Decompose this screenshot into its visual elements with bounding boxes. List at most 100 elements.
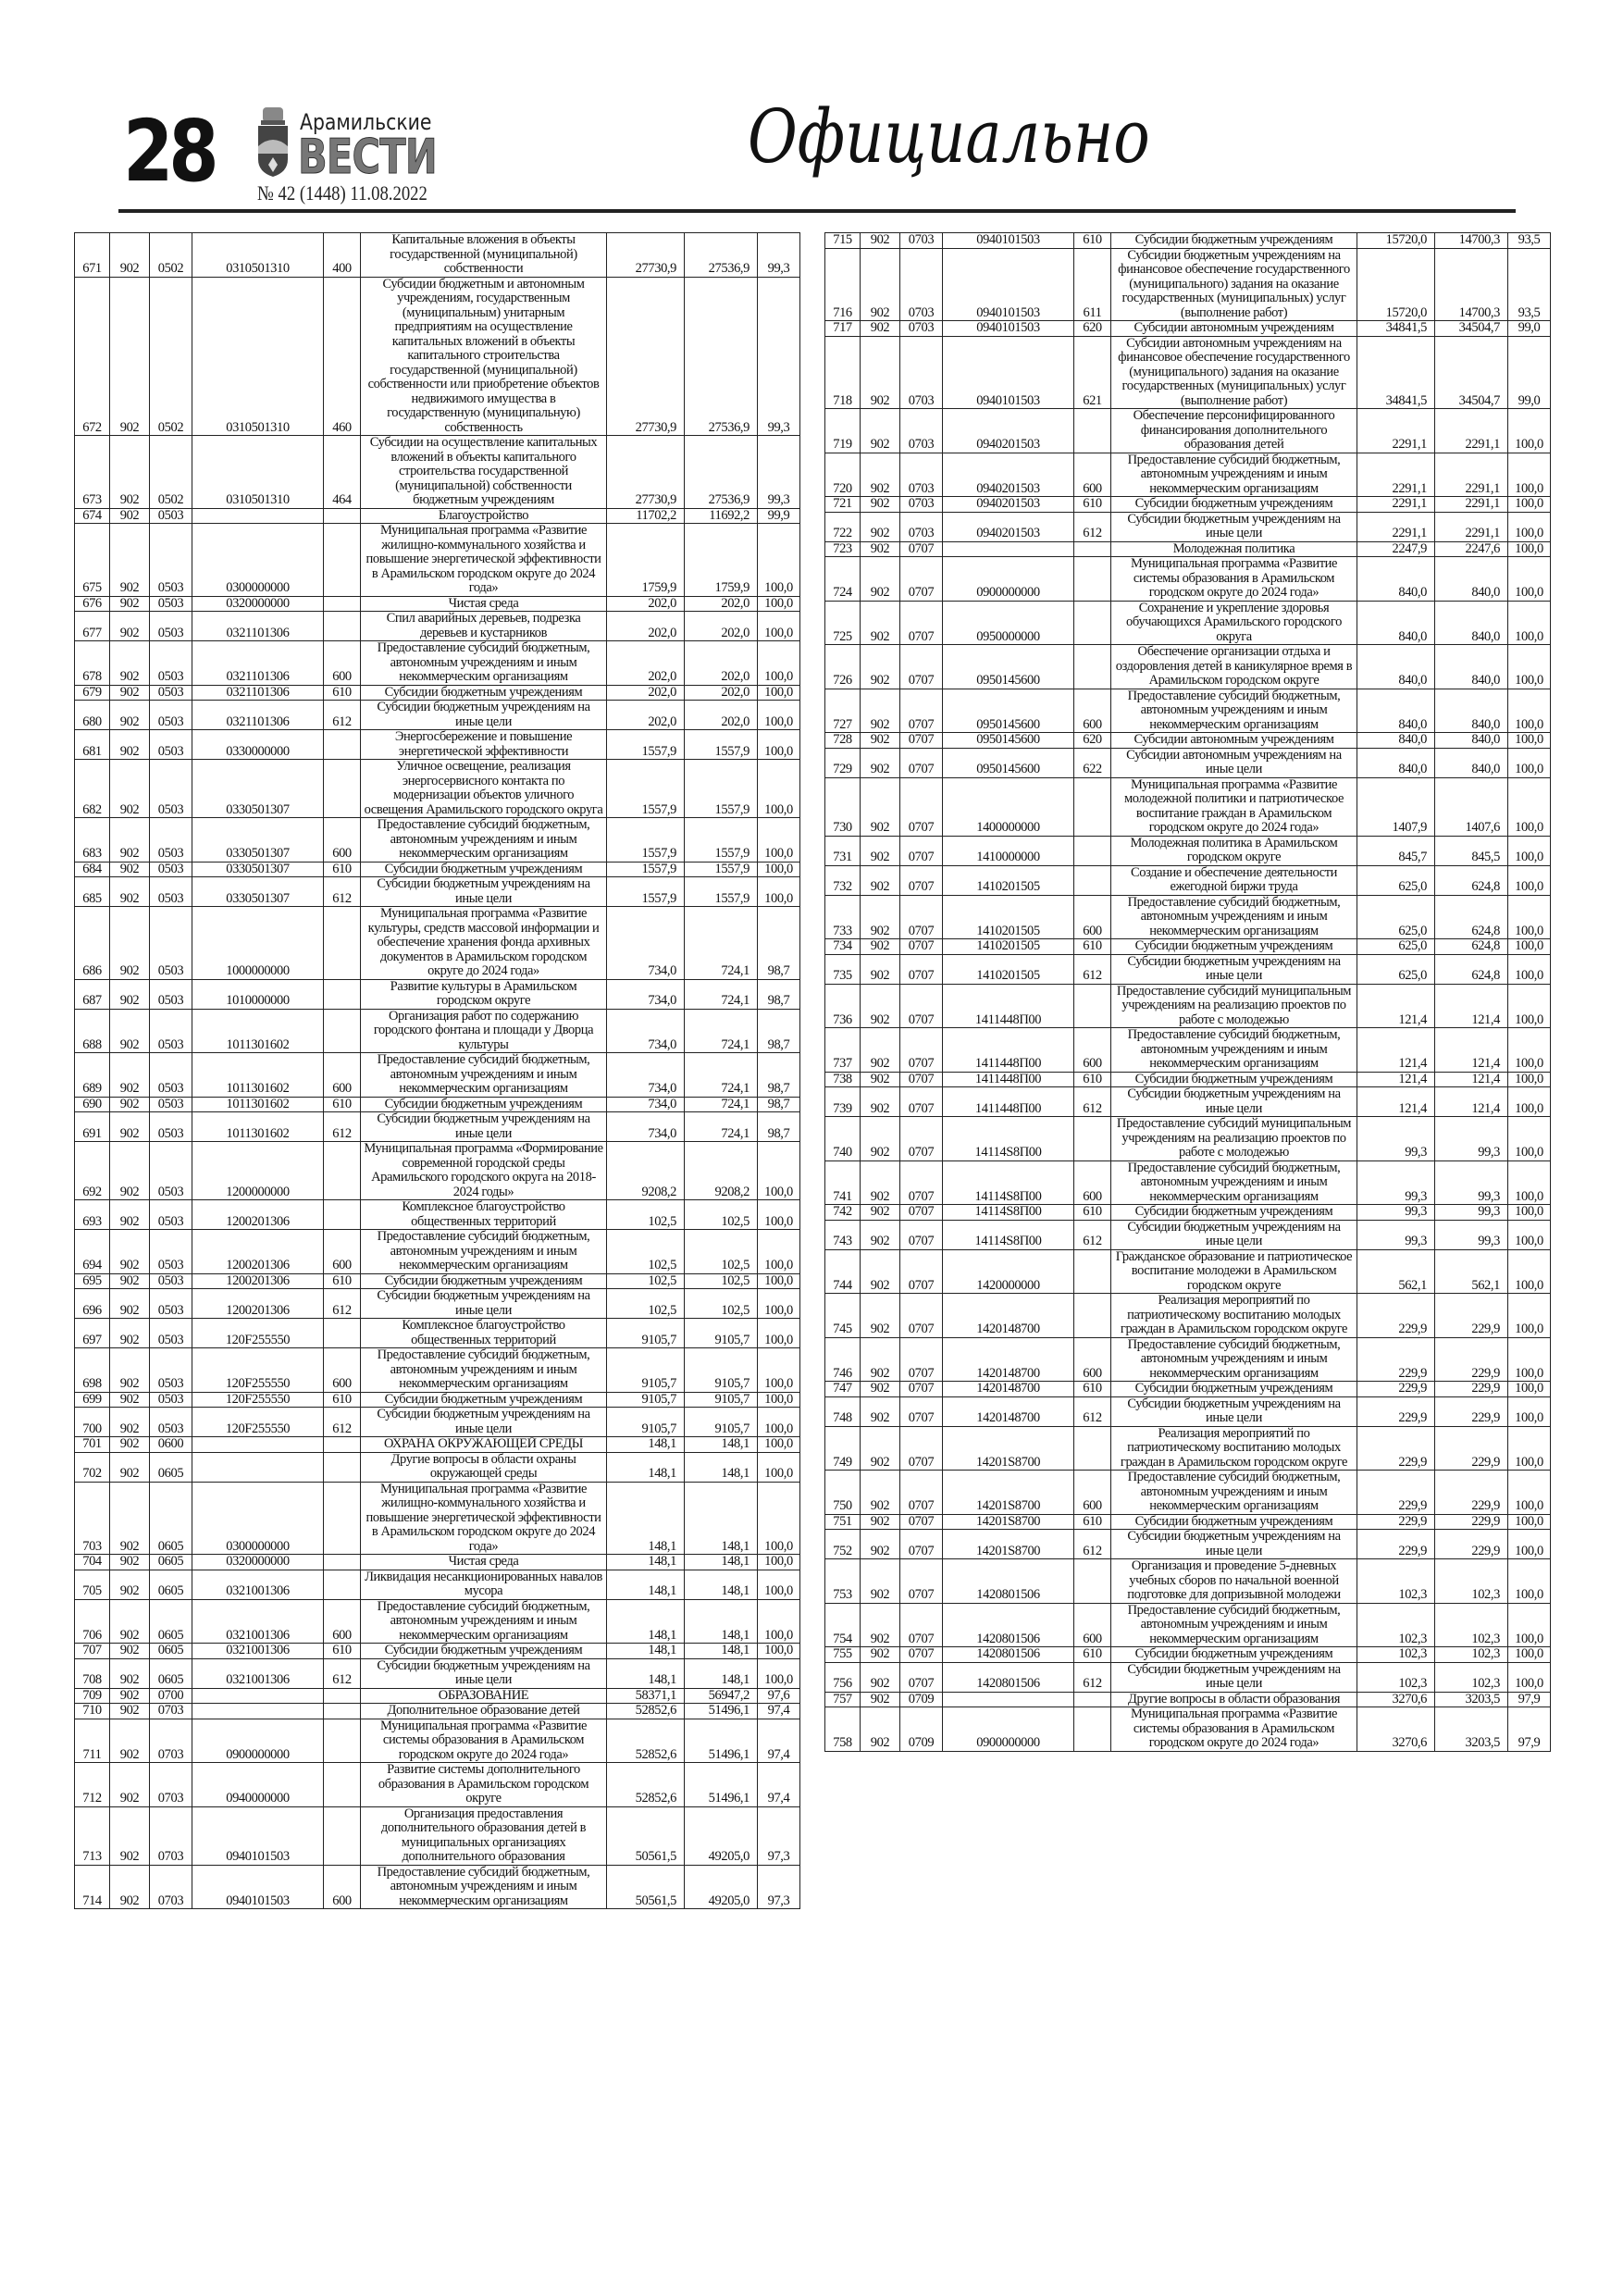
section-code: 0503 bbox=[149, 1199, 192, 1230]
section-code: 0707 bbox=[899, 1558, 943, 1604]
table-row: 724 902 0707 0900000000 Муниципальная програ… bbox=[824, 556, 1551, 602]
target-article-code: 1411448П00 bbox=[942, 983, 1074, 1028]
row-number: 724 bbox=[824, 556, 861, 602]
section-code: 0707 bbox=[899, 1529, 943, 1559]
planned-amount: 229,9 bbox=[1357, 1293, 1435, 1338]
ministry-code: 902 bbox=[109, 523, 150, 597]
planned-amount: 840,0 bbox=[1357, 688, 1435, 733]
execution-percent: 100,0 bbox=[757, 1347, 800, 1393]
execution-percent: 100,0 bbox=[1507, 452, 1551, 497]
ministry-code: 902 bbox=[860, 1513, 900, 1530]
planned-amount: 1759,9 bbox=[606, 523, 685, 597]
table-row: 727 902 0707 0950145600 600 Предоставление су… bbox=[824, 688, 1551, 733]
section-code: 0503 bbox=[149, 1407, 192, 1437]
section-code: 0503 bbox=[149, 1141, 192, 1200]
executed-amount: 1557,9 bbox=[684, 817, 758, 863]
row-number: 711 bbox=[74, 1718, 110, 1763]
expense-type-code: 460 bbox=[323, 276, 361, 436]
row-number: 678 bbox=[74, 640, 110, 686]
row-number: 744 bbox=[824, 1248, 861, 1294]
row-number: 682 bbox=[74, 759, 110, 818]
section-code: 0707 bbox=[899, 556, 943, 602]
executed-amount: 202,0 bbox=[684, 640, 758, 686]
executed-amount: 102,3 bbox=[1434, 1646, 1508, 1663]
planned-amount: 148,1 bbox=[606, 1451, 685, 1483]
item-name: Субсидии бюджетным учреждениям bbox=[1110, 1513, 1357, 1530]
planned-amount: 11702,2 bbox=[606, 507, 685, 524]
execution-percent: 100,0 bbox=[757, 611, 800, 641]
ministry-code: 902 bbox=[860, 1160, 900, 1205]
row-number: 737 bbox=[824, 1027, 861, 1073]
ministry-code: 902 bbox=[109, 1096, 150, 1112]
planned-amount: 148,1 bbox=[606, 1554, 685, 1570]
table-row: 730 902 0707 1400000000 Муниципальная програ… bbox=[824, 776, 1551, 837]
table-row: 722 902 0703 0940201503 612 Субсидии бюджетны… bbox=[824, 511, 1551, 542]
planned-amount: 625,0 bbox=[1357, 938, 1435, 955]
execution-percent: 100,0 bbox=[1507, 644, 1551, 689]
budget-table-right: 715 902 0703 0940101503 610 Субсидии бюджетны… bbox=[824, 232, 1551, 1752]
execution-percent: 100,0 bbox=[757, 1436, 800, 1453]
executed-amount: 99,3 bbox=[1434, 1160, 1508, 1205]
item-name: Муниципальная программа «Развитие жилищн… bbox=[360, 1481, 607, 1555]
executed-amount: 148,1 bbox=[684, 1598, 758, 1644]
row-number: 735 bbox=[824, 953, 861, 985]
section-code: 0605 bbox=[149, 1481, 192, 1555]
item-name: Субсидии бюджетным учреждениям на иные ц… bbox=[360, 1657, 607, 1689]
target-article-code: 0321001306 bbox=[192, 1569, 324, 1600]
item-name: Другие вопросы в области охраны окружающ… bbox=[360, 1451, 607, 1483]
table-row: 728 902 0707 0950145600 620 Субсидии автономн… bbox=[824, 732, 1551, 749]
table-row: 674 902 0503 Благоустройство 11702,2 11692,2 9… bbox=[74, 507, 800, 524]
execution-percent: 100,0 bbox=[1507, 747, 1551, 778]
item-name: Предоставление субсидий бюджетным, автон… bbox=[1110, 1470, 1357, 1515]
ministry-code: 902 bbox=[860, 1470, 900, 1515]
table-row: 694 902 0503 1200201306 600 Предоставление су… bbox=[74, 1229, 800, 1274]
expense-type-code bbox=[323, 1141, 361, 1200]
row-number: 691 bbox=[74, 1111, 110, 1142]
item-name: Предоставление субсидий бюджетным, автон… bbox=[360, 1864, 607, 1909]
table-row: 683 902 0503 0330501307 600 Предоставление су… bbox=[74, 817, 800, 863]
section-code: 0709 bbox=[899, 1691, 943, 1707]
expense-type-code: 612 bbox=[323, 700, 361, 730]
table-row: 695 902 0503 1200201306 610 Субсидии бюджетны… bbox=[74, 1272, 800, 1289]
executed-amount: 99,3 bbox=[1434, 1219, 1508, 1250]
item-name: Создание и обеспечение деятельности ежег… bbox=[1110, 864, 1357, 896]
table-row: 726 902 0707 0950145600 Обеспечение организа… bbox=[824, 644, 1551, 689]
execution-percent: 100,0 bbox=[757, 1199, 800, 1230]
table-row: 735 902 0707 1410201505 612 Субсидии бюджетны… bbox=[824, 953, 1551, 985]
table-row: 671 902 0502 0310501310 400 Капитальные вложе… bbox=[74, 232, 800, 278]
ministry-code: 902 bbox=[860, 232, 900, 249]
planned-amount: 99,3 bbox=[1357, 1204, 1435, 1221]
target-article-code: 14201S8700 bbox=[942, 1513, 1074, 1530]
ministry-code: 902 bbox=[109, 1288, 150, 1319]
target-article-code: 0330000000 bbox=[192, 729, 324, 760]
row-number: 708 bbox=[74, 1657, 110, 1689]
planned-amount: 148,1 bbox=[606, 1569, 685, 1600]
section-code: 0503 bbox=[149, 507, 192, 524]
expense-type-code: 611 bbox=[1073, 247, 1111, 321]
table-row: 720 902 0703 0940201503 600 Предоставление су… bbox=[824, 452, 1551, 497]
item-name: Спил аварийных деревьев, подрезка деревь… bbox=[360, 611, 607, 641]
execution-percent: 100,0 bbox=[757, 1318, 800, 1348]
planned-amount: 102,3 bbox=[1357, 1646, 1435, 1663]
target-article-code: 120F255550 bbox=[192, 1347, 324, 1393]
section-code: 0503 bbox=[149, 1272, 192, 1289]
planned-amount: 734,0 bbox=[606, 1096, 685, 1112]
item-name: Предоставление субсидий бюджетным, автон… bbox=[360, 640, 607, 686]
execution-percent: 100,0 bbox=[1507, 1204, 1551, 1221]
table-row: 749 902 0707 14201S8700 Реализация мероприят… bbox=[824, 1425, 1551, 1471]
target-article-code: 0940101503 bbox=[942, 320, 1074, 337]
execution-percent: 100,0 bbox=[1507, 1381, 1551, 1397]
table-row: 673 902 0502 0310501310 464 Субсидии на осуще… bbox=[74, 435, 800, 509]
ministry-code: 902 bbox=[109, 1569, 150, 1600]
row-number: 689 bbox=[74, 1052, 110, 1098]
expense-type-code bbox=[323, 1008, 361, 1053]
item-name: Дополнительное образование детей bbox=[360, 1703, 607, 1719]
item-name: Муниципальная программа «Развитие жилищн… bbox=[360, 523, 607, 597]
target-article-code: 14201S8700 bbox=[942, 1425, 1074, 1471]
item-name: Предоставление субсидий бюджетным, автон… bbox=[1110, 1027, 1357, 1073]
item-name: ОБРАЗОВАНИЕ bbox=[360, 1687, 607, 1704]
item-name: Предоставление субсидий муниципальным уч… bbox=[1110, 983, 1357, 1028]
execution-percent: 100,0 bbox=[1507, 1027, 1551, 1073]
row-number: 692 bbox=[74, 1141, 110, 1200]
item-name: Субсидии автономным учреждениям bbox=[1110, 320, 1357, 337]
